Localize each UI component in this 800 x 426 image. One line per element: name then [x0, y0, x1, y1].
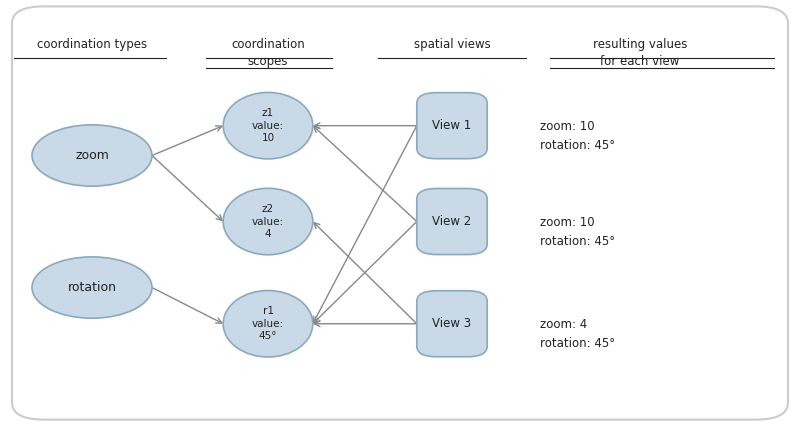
FancyBboxPatch shape: [417, 93, 487, 158]
Text: z2
value:
4: z2 value: 4: [252, 204, 284, 239]
Text: View 3: View 3: [433, 317, 471, 330]
Text: zoom: 10
rotation: 45°: zoom: 10 rotation: 45°: [540, 120, 615, 153]
Text: zoom: 4
rotation: 45°: zoom: 4 rotation: 45°: [540, 318, 615, 351]
Text: rotation: rotation: [67, 281, 117, 294]
Text: z1
value:
10: z1 value: 10: [252, 108, 284, 143]
Text: zoom: zoom: [75, 149, 109, 162]
Ellipse shape: [32, 125, 152, 186]
Text: zoom: 10
rotation: 45°: zoom: 10 rotation: 45°: [540, 216, 615, 248]
Text: View 1: View 1: [432, 119, 472, 132]
Ellipse shape: [223, 291, 313, 357]
Text: r1
value:
45°: r1 value: 45°: [252, 306, 284, 341]
Text: coordination
scopes: coordination scopes: [231, 38, 305, 68]
Text: coordination types: coordination types: [37, 38, 147, 52]
Ellipse shape: [223, 188, 313, 255]
FancyBboxPatch shape: [417, 188, 487, 255]
Text: spatial views: spatial views: [414, 38, 490, 52]
Text: View 2: View 2: [432, 215, 472, 228]
FancyBboxPatch shape: [417, 291, 487, 357]
FancyBboxPatch shape: [12, 6, 788, 420]
Text: resulting values
for each view: resulting values for each view: [593, 38, 687, 68]
Ellipse shape: [223, 92, 313, 159]
Ellipse shape: [32, 257, 152, 318]
